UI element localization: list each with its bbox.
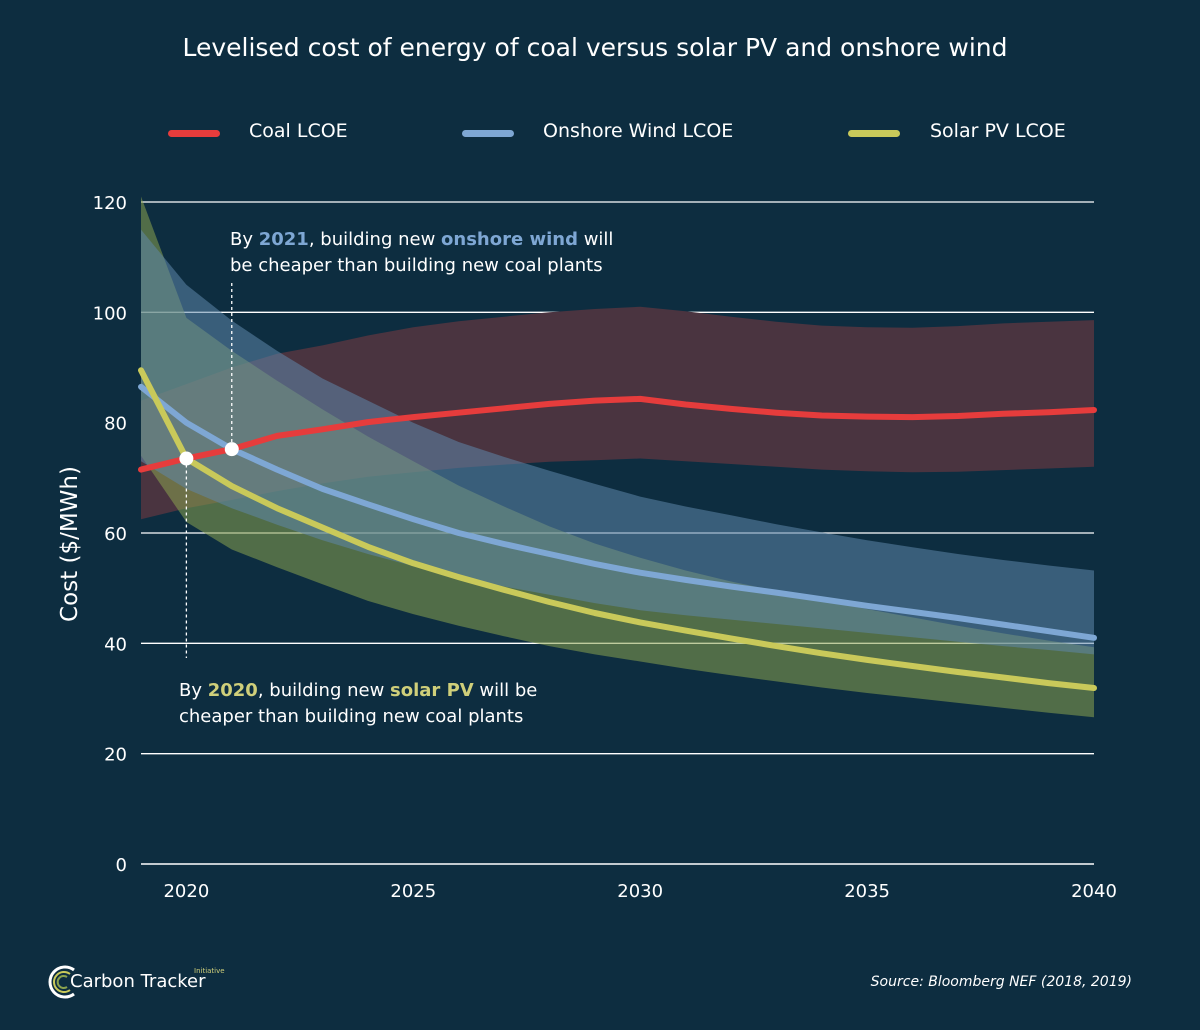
legend-swatch-wind <box>462 130 514 137</box>
legend-label-wind: Onshore Wind LCOE <box>543 120 734 142</box>
x-tick-label-2040: 2040 <box>1071 881 1117 902</box>
solar-lcoe-line <box>138 367 1097 691</box>
annotation-wind-post: will <box>577 229 614 250</box>
annotation-solar-tech: solar PV <box>390 680 474 701</box>
annotation-solar-pre: By <box>179 680 208 701</box>
annotation-solar-line2: cheaper than building new coal plants <box>179 706 524 727</box>
legend-swatch-coal <box>168 130 220 137</box>
legend-label-coal: Coal LCOE <box>249 120 348 142</box>
crossover-marker-2021 <box>224 442 239 457</box>
x-tick-label-2020: 2020 <box>163 881 209 902</box>
annotation-wind-line2: be cheaper than building new coal plants <box>230 255 603 276</box>
logo-text: Carbon Tracker <box>70 971 206 992</box>
source-note: Source: Bloomberg NEF (2018, 2019) <box>870 974 1132 990</box>
x-tick-label-2030: 2030 <box>617 881 663 902</box>
annotation-wind-pre: By <box>230 229 259 250</box>
annotation-wind-year: 2021 <box>258 229 309 250</box>
logo-mark-icon <box>48 965 75 999</box>
y-tick-label-80: 80 <box>104 414 127 435</box>
y-tick-label-100: 100 <box>93 303 127 324</box>
annotation-wind-mid: , building new <box>308 229 442 250</box>
annotation-solar-post: will be <box>473 680 538 701</box>
chart-title: Levelised cost of energy of coal versus … <box>182 33 1008 62</box>
legend-label-solar: Solar PV LCOE <box>930 120 1066 142</box>
solar-range-band <box>141 196 1094 718</box>
x-tick-label-2025: 2025 <box>390 881 436 902</box>
x-tick-label-2035: 2035 <box>844 881 890 902</box>
logo-subtext: Initiative <box>194 967 225 975</box>
annotation-solar: By 2020, building new solar PV will be c… <box>179 678 537 730</box>
y-axis-title: Cost ($/MWh) <box>57 466 83 622</box>
annotation-wind-tech: onshore wind <box>441 229 578 250</box>
y-tick-label-0: 0 <box>116 855 127 876</box>
annotation-solar-mid: , building new <box>257 680 391 701</box>
crossover-marker-2020 <box>179 451 194 466</box>
y-tick-label-20: 20 <box>104 745 127 766</box>
wind-lcoe-line <box>138 383 1097 641</box>
legend-swatch-solar <box>848 130 900 137</box>
annotation-solar-year: 2020 <box>207 680 258 701</box>
y-tick-label-40: 40 <box>104 634 127 655</box>
y-tick-label-60: 60 <box>104 524 127 545</box>
coal-lcoe-line <box>138 395 1097 473</box>
annotation-wind: By 2021, building new onshore wind will … <box>230 227 613 279</box>
y-tick-label-120: 120 <box>93 193 127 214</box>
